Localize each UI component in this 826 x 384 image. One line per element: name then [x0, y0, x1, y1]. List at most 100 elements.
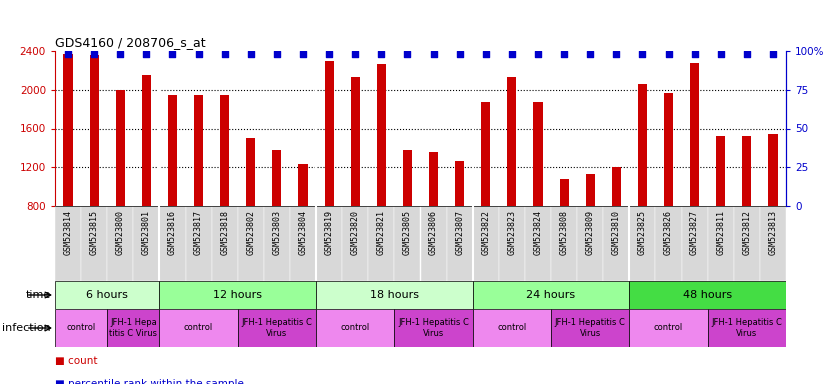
Bar	[743, 136, 752, 206]
Bar	[603, 206, 629, 281]
Bar	[220, 94, 230, 206]
Text: GSM523809: GSM523809	[586, 210, 595, 255]
Bar	[708, 206, 733, 281]
Point	[506, 51, 519, 57]
Bar	[316, 206, 342, 281]
Bar	[612, 167, 621, 206]
Bar	[760, 206, 786, 281]
Bar	[507, 77, 516, 206]
Bar	[159, 206, 186, 281]
Bar	[638, 84, 647, 206]
Bar	[472, 309, 551, 347]
Point	[740, 51, 753, 57]
Point	[427, 51, 440, 57]
Bar	[342, 206, 368, 281]
Bar	[629, 281, 786, 309]
Text: GSM523825: GSM523825	[638, 210, 647, 255]
Bar	[525, 206, 551, 281]
Text: GSM523821: GSM523821	[377, 210, 386, 255]
Bar	[316, 281, 472, 309]
Bar	[55, 309, 107, 347]
Point	[375, 51, 388, 57]
Text: GSM523826: GSM523826	[664, 210, 673, 255]
Bar	[133, 206, 159, 281]
Bar	[656, 206, 681, 281]
Bar	[716, 136, 725, 206]
Bar	[377, 64, 386, 206]
Text: GSM523815: GSM523815	[90, 210, 98, 255]
Text: GSM523818: GSM523818	[221, 210, 229, 255]
Text: GSM523802: GSM523802	[246, 210, 255, 255]
Text: GSM523820: GSM523820	[351, 210, 360, 255]
Point	[401, 51, 414, 57]
Bar	[263, 206, 290, 281]
Bar	[472, 206, 499, 281]
Bar	[768, 134, 777, 206]
Point	[610, 51, 623, 57]
Text: control: control	[654, 323, 683, 333]
Bar	[351, 77, 360, 206]
Bar	[246, 138, 255, 206]
Point	[322, 51, 335, 57]
Bar	[586, 174, 595, 206]
Bar	[664, 93, 673, 206]
Point	[584, 51, 597, 57]
Bar	[708, 309, 786, 347]
Bar	[186, 206, 211, 281]
Bar	[211, 206, 238, 281]
Bar	[551, 309, 629, 347]
Point	[61, 51, 74, 57]
Text: GSM523813: GSM523813	[768, 210, 777, 255]
Point	[662, 51, 675, 57]
Point	[297, 51, 310, 57]
Text: JFH-1 Hepatitis C
Virus: JFH-1 Hepatitis C Virus	[241, 318, 312, 338]
Text: JFH-1 Hepa
titis C Virus: JFH-1 Hepa titis C Virus	[109, 318, 157, 338]
Bar	[55, 281, 159, 309]
Text: GSM523816: GSM523816	[168, 210, 177, 255]
Text: GSM523823: GSM523823	[507, 210, 516, 255]
Bar	[168, 94, 177, 206]
Point	[688, 51, 701, 57]
Text: GSM523803: GSM523803	[273, 210, 282, 255]
Text: JFH-1 Hepatitis C
Virus: JFH-1 Hepatitis C Virus	[398, 318, 469, 338]
Bar	[298, 164, 307, 206]
Text: GSM523810: GSM523810	[612, 210, 621, 255]
Text: ■ count: ■ count	[55, 356, 97, 366]
Text: GSM523806: GSM523806	[429, 210, 438, 255]
Bar	[325, 61, 334, 206]
Text: GSM523808: GSM523808	[559, 210, 568, 255]
Text: control: control	[340, 323, 370, 333]
Bar	[394, 309, 472, 347]
Text: ■ percentile rank within the sample: ■ percentile rank within the sample	[55, 379, 244, 384]
Text: infection: infection	[2, 323, 51, 333]
Point	[218, 51, 231, 57]
Text: GSM523811: GSM523811	[716, 210, 725, 255]
Bar	[316, 309, 394, 347]
Bar	[238, 206, 263, 281]
Text: JFH-1 Hepatitis C
Virus: JFH-1 Hepatitis C Virus	[711, 318, 782, 338]
Bar	[64, 54, 73, 206]
Text: JFH-1 Hepatitis C
Virus: JFH-1 Hepatitis C Virus	[555, 318, 625, 338]
Bar	[273, 150, 282, 206]
Bar	[159, 281, 316, 309]
Text: control: control	[184, 323, 213, 333]
Bar	[690, 63, 699, 206]
Point	[531, 51, 544, 57]
Text: GSM523812: GSM523812	[743, 210, 752, 255]
Bar	[577, 206, 603, 281]
Text: 12 hours: 12 hours	[213, 290, 262, 300]
Bar	[551, 206, 577, 281]
Point	[270, 51, 283, 57]
Text: GSM523800: GSM523800	[116, 210, 125, 255]
Text: GSM523822: GSM523822	[482, 210, 491, 255]
Point	[166, 51, 179, 57]
Bar	[482, 103, 491, 206]
Bar	[238, 309, 316, 347]
Point	[244, 51, 258, 57]
Bar	[142, 75, 151, 206]
Point	[349, 51, 362, 57]
Bar	[420, 206, 447, 281]
Point	[767, 51, 780, 57]
Bar	[81, 206, 107, 281]
Bar	[499, 206, 525, 281]
